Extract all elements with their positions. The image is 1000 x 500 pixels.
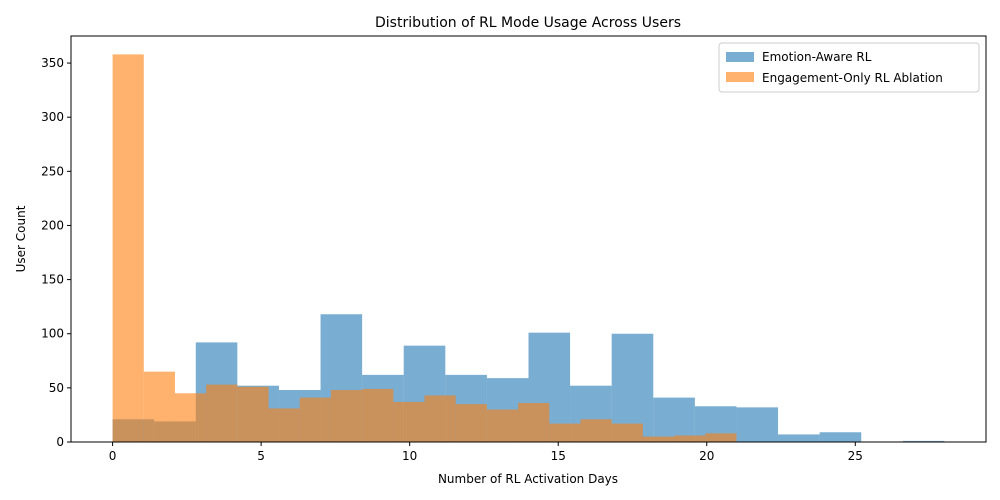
legend: Emotion-Aware RL Engagement-Only RL Abla… (718, 42, 980, 93)
y-tick-label: 300 (41, 110, 64, 124)
y-tick-label: 50 (49, 381, 64, 395)
bar-engagement-only (237, 386, 269, 442)
bar-emotion-aware (653, 397, 695, 442)
y-axis-label: User Count (14, 205, 28, 272)
bar-engagement-only (455, 404, 487, 442)
bar-emotion-aware (902, 440, 945, 442)
bar-engagement-only (206, 384, 238, 442)
bar-engagement-only (642, 436, 675, 442)
y-tick-label: 250 (41, 164, 64, 178)
x-tick-label: 10 (402, 449, 417, 463)
bar-engagement-only (424, 395, 456, 442)
bar-engagement-only (549, 423, 581, 442)
bar-engagement-only (674, 435, 706, 442)
bar-emotion-aware (819, 432, 862, 442)
x-tick-label: 20 (699, 449, 714, 463)
y-tick-label: 100 (41, 327, 64, 341)
legend-label-emotion-aware: Emotion-Aware RL (762, 50, 872, 64)
x-tick-label: 5 (257, 449, 265, 463)
y-tick-label: 0 (56, 435, 64, 449)
x-tick-label: 25 (848, 449, 863, 463)
x-tick-label: 0 (109, 449, 117, 463)
chart-title: Distribution of RL Mode Usage Across Use… (375, 15, 681, 31)
x-tick-label: 15 (551, 449, 566, 463)
bar-engagement-only (393, 401, 425, 442)
y-axis: 0 50 100 150 200 250 300 350 (41, 56, 71, 449)
y-tick-label: 150 (41, 273, 64, 287)
y-tick-label: 350 (41, 56, 64, 70)
y-tick-label: 200 (41, 218, 64, 232)
bar-engagement-only (268, 408, 300, 442)
legend-swatch-emotion-aware (726, 52, 754, 62)
x-axis: 0 5 10 15 20 25 (109, 442, 863, 463)
bar-engagement-only (112, 54, 144, 442)
legend-swatch-engagement-only (726, 72, 754, 82)
bar-engagement-only (580, 419, 612, 442)
bar-engagement-only (143, 371, 175, 442)
bar-emotion-aware (778, 434, 820, 442)
bars-layer (112, 54, 945, 442)
bar-engagement-only (705, 433, 737, 442)
bar-engagement-only (330, 390, 363, 442)
bar-engagement-only (362, 388, 394, 442)
bar-engagement-only (174, 393, 207, 442)
bar-engagement-only (518, 403, 550, 442)
bar-engagement-only (486, 409, 519, 442)
legend-label-engagement-only: Engagement-Only RL Ablation (762, 71, 943, 85)
bar-emotion-aware (736, 407, 779, 442)
plot-frame (70, 35, 987, 443)
x-axis-label: Number of RL Activation Days (438, 472, 618, 486)
bar-engagement-only (299, 397, 331, 442)
legend-frame (718, 42, 980, 93)
bar-engagement-only (611, 423, 643, 442)
